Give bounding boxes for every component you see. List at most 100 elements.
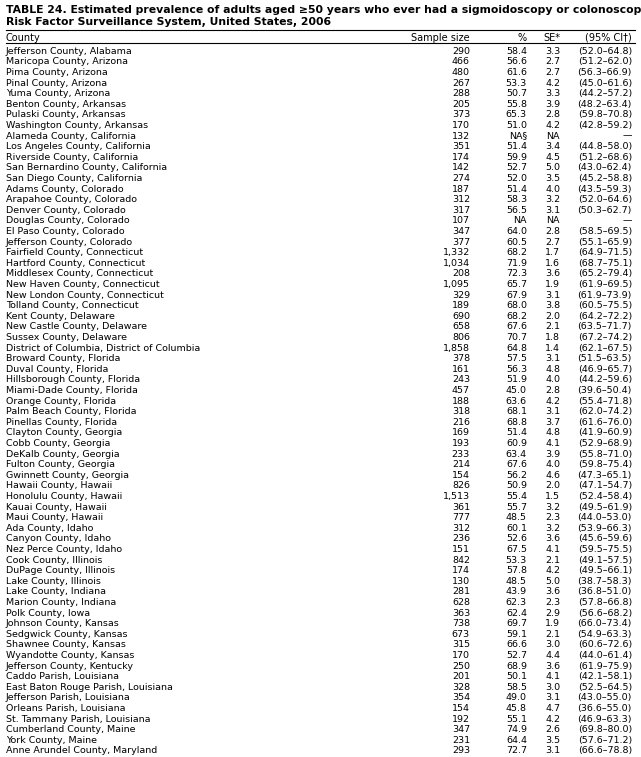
Text: 43.9: 43.9 <box>506 587 527 597</box>
Text: Middlesex County, Connecticut: Middlesex County, Connecticut <box>6 269 153 279</box>
Text: Caddo Parish, Louisiana: Caddo Parish, Louisiana <box>6 672 119 681</box>
Text: (49.1–57.5): (49.1–57.5) <box>578 556 632 565</box>
Text: (49.5–61.9): (49.5–61.9) <box>578 503 632 512</box>
Text: (46.9–63.3): (46.9–63.3) <box>578 715 632 724</box>
Text: (43.0–62.4): (43.0–62.4) <box>578 164 632 173</box>
Text: 51.4: 51.4 <box>506 428 527 438</box>
Text: 3.3: 3.3 <box>545 89 560 98</box>
Text: 205: 205 <box>452 100 470 109</box>
Text: 51.9: 51.9 <box>506 375 527 385</box>
Text: Arapahoe County, Colorado: Arapahoe County, Colorado <box>6 195 137 204</box>
Text: 3.9: 3.9 <box>545 450 560 459</box>
Text: 65.3: 65.3 <box>506 111 527 120</box>
Text: Pulaski County, Arkansas: Pulaski County, Arkansas <box>6 111 126 120</box>
Text: Broward County, Florida: Broward County, Florida <box>6 354 121 363</box>
Text: 466: 466 <box>452 58 470 67</box>
Text: —: — <box>622 217 632 226</box>
Text: 58.5: 58.5 <box>506 683 527 692</box>
Text: (61.9–75.9): (61.9–75.9) <box>578 662 632 671</box>
Text: 3.0: 3.0 <box>545 640 560 650</box>
Text: Denver County, Colorado: Denver County, Colorado <box>6 206 126 215</box>
Text: (64.2–72.2): (64.2–72.2) <box>578 312 632 321</box>
Text: (59.5–75.5): (59.5–75.5) <box>578 545 632 554</box>
Text: Anne Arundel County, Maryland: Anne Arundel County, Maryland <box>6 746 157 755</box>
Text: 3.1: 3.1 <box>545 206 560 215</box>
Text: 107: 107 <box>452 217 470 226</box>
Text: 377: 377 <box>452 238 470 247</box>
Text: 69.7: 69.7 <box>506 619 527 628</box>
Text: 45.8: 45.8 <box>506 704 527 713</box>
Text: 3.1: 3.1 <box>545 354 560 363</box>
Text: 4.0: 4.0 <box>545 185 560 194</box>
Text: 347: 347 <box>452 725 470 734</box>
Text: Duval County, Florida: Duval County, Florida <box>6 365 108 374</box>
Text: 50.7: 50.7 <box>506 89 527 98</box>
Text: 1.6: 1.6 <box>545 259 560 268</box>
Text: (56.6–68.2): (56.6–68.2) <box>578 609 632 618</box>
Text: 59.9: 59.9 <box>506 153 527 162</box>
Text: 52.7: 52.7 <box>506 164 527 173</box>
Text: (47.3–65.1): (47.3–65.1) <box>578 471 632 480</box>
Text: 60.1: 60.1 <box>506 524 527 533</box>
Text: 132: 132 <box>452 132 470 141</box>
Text: 4.8: 4.8 <box>545 428 560 438</box>
Text: 72.3: 72.3 <box>506 269 527 279</box>
Text: Kent County, Delaware: Kent County, Delaware <box>6 312 115 321</box>
Text: Los Angeles County, California: Los Angeles County, California <box>6 142 151 151</box>
Text: 51.0: 51.0 <box>506 121 527 130</box>
Text: 4.2: 4.2 <box>545 397 560 406</box>
Text: 62.3: 62.3 <box>506 598 527 607</box>
Text: Johnson County, Kansas: Johnson County, Kansas <box>6 619 120 628</box>
Text: (52.9–68.9): (52.9–68.9) <box>578 439 632 448</box>
Text: 214: 214 <box>452 460 470 469</box>
Text: 628: 628 <box>452 598 470 607</box>
Text: Jefferson County, Alabama: Jefferson County, Alabama <box>6 47 133 56</box>
Text: 1.8: 1.8 <box>545 333 560 342</box>
Text: 55.8: 55.8 <box>506 100 527 109</box>
Text: 45.0: 45.0 <box>506 386 527 395</box>
Text: 3.1: 3.1 <box>545 291 560 300</box>
Text: (45.2–58.8): (45.2–58.8) <box>578 174 632 183</box>
Text: Maui County, Hawaii: Maui County, Hawaii <box>6 513 103 522</box>
Text: (52.4–58.4): (52.4–58.4) <box>578 492 632 501</box>
Text: 3.7: 3.7 <box>545 418 560 427</box>
Text: 192: 192 <box>452 715 470 724</box>
Text: 233: 233 <box>452 450 470 459</box>
Text: 4.2: 4.2 <box>545 566 560 575</box>
Text: 267: 267 <box>452 79 470 88</box>
Text: 806: 806 <box>452 333 470 342</box>
Text: Wyandotte County, Kansas: Wyandotte County, Kansas <box>6 651 135 660</box>
Text: 2.1: 2.1 <box>545 322 560 332</box>
Text: (50.3–62.7): (50.3–62.7) <box>578 206 632 215</box>
Text: (36.6–55.0): (36.6–55.0) <box>578 704 632 713</box>
Text: 67.6: 67.6 <box>506 322 527 332</box>
Text: 170: 170 <box>452 651 470 660</box>
Text: 3.2: 3.2 <box>545 195 560 204</box>
Text: 2.8: 2.8 <box>545 111 560 120</box>
Text: 318: 318 <box>452 407 470 416</box>
Text: (44.2–59.6): (44.2–59.6) <box>578 375 632 385</box>
Text: New London County, Connecticut: New London County, Connecticut <box>6 291 164 300</box>
Text: County: County <box>6 33 41 43</box>
Text: Risk Factor Surveillance System, United States, 2006: Risk Factor Surveillance System, United … <box>6 17 331 27</box>
Text: (43.5–59.3): (43.5–59.3) <box>578 185 632 194</box>
Text: 2.7: 2.7 <box>545 68 560 77</box>
Text: 236: 236 <box>452 534 470 544</box>
Text: 1,034: 1,034 <box>443 259 470 268</box>
Text: 154: 154 <box>452 704 470 713</box>
Text: Riverside County, California: Riverside County, California <box>6 153 138 162</box>
Text: 142: 142 <box>452 164 470 173</box>
Text: Fairfield County, Connecticut: Fairfield County, Connecticut <box>6 248 143 257</box>
Text: 4.5: 4.5 <box>545 153 560 162</box>
Text: 3.2: 3.2 <box>545 503 560 512</box>
Text: Marion County, Indiana: Marion County, Indiana <box>6 598 116 607</box>
Text: Pinellas County, Florida: Pinellas County, Florida <box>6 418 117 427</box>
Text: 1,332: 1,332 <box>443 248 470 257</box>
Text: (55.4–71.8): (55.4–71.8) <box>578 397 632 406</box>
Text: (42.8–59.2): (42.8–59.2) <box>578 121 632 130</box>
Text: 56.6: 56.6 <box>506 58 527 67</box>
Text: 2.0: 2.0 <box>545 312 560 321</box>
Text: 243: 243 <box>452 375 470 385</box>
Text: 290: 290 <box>452 47 470 56</box>
Text: 201: 201 <box>452 672 470 681</box>
